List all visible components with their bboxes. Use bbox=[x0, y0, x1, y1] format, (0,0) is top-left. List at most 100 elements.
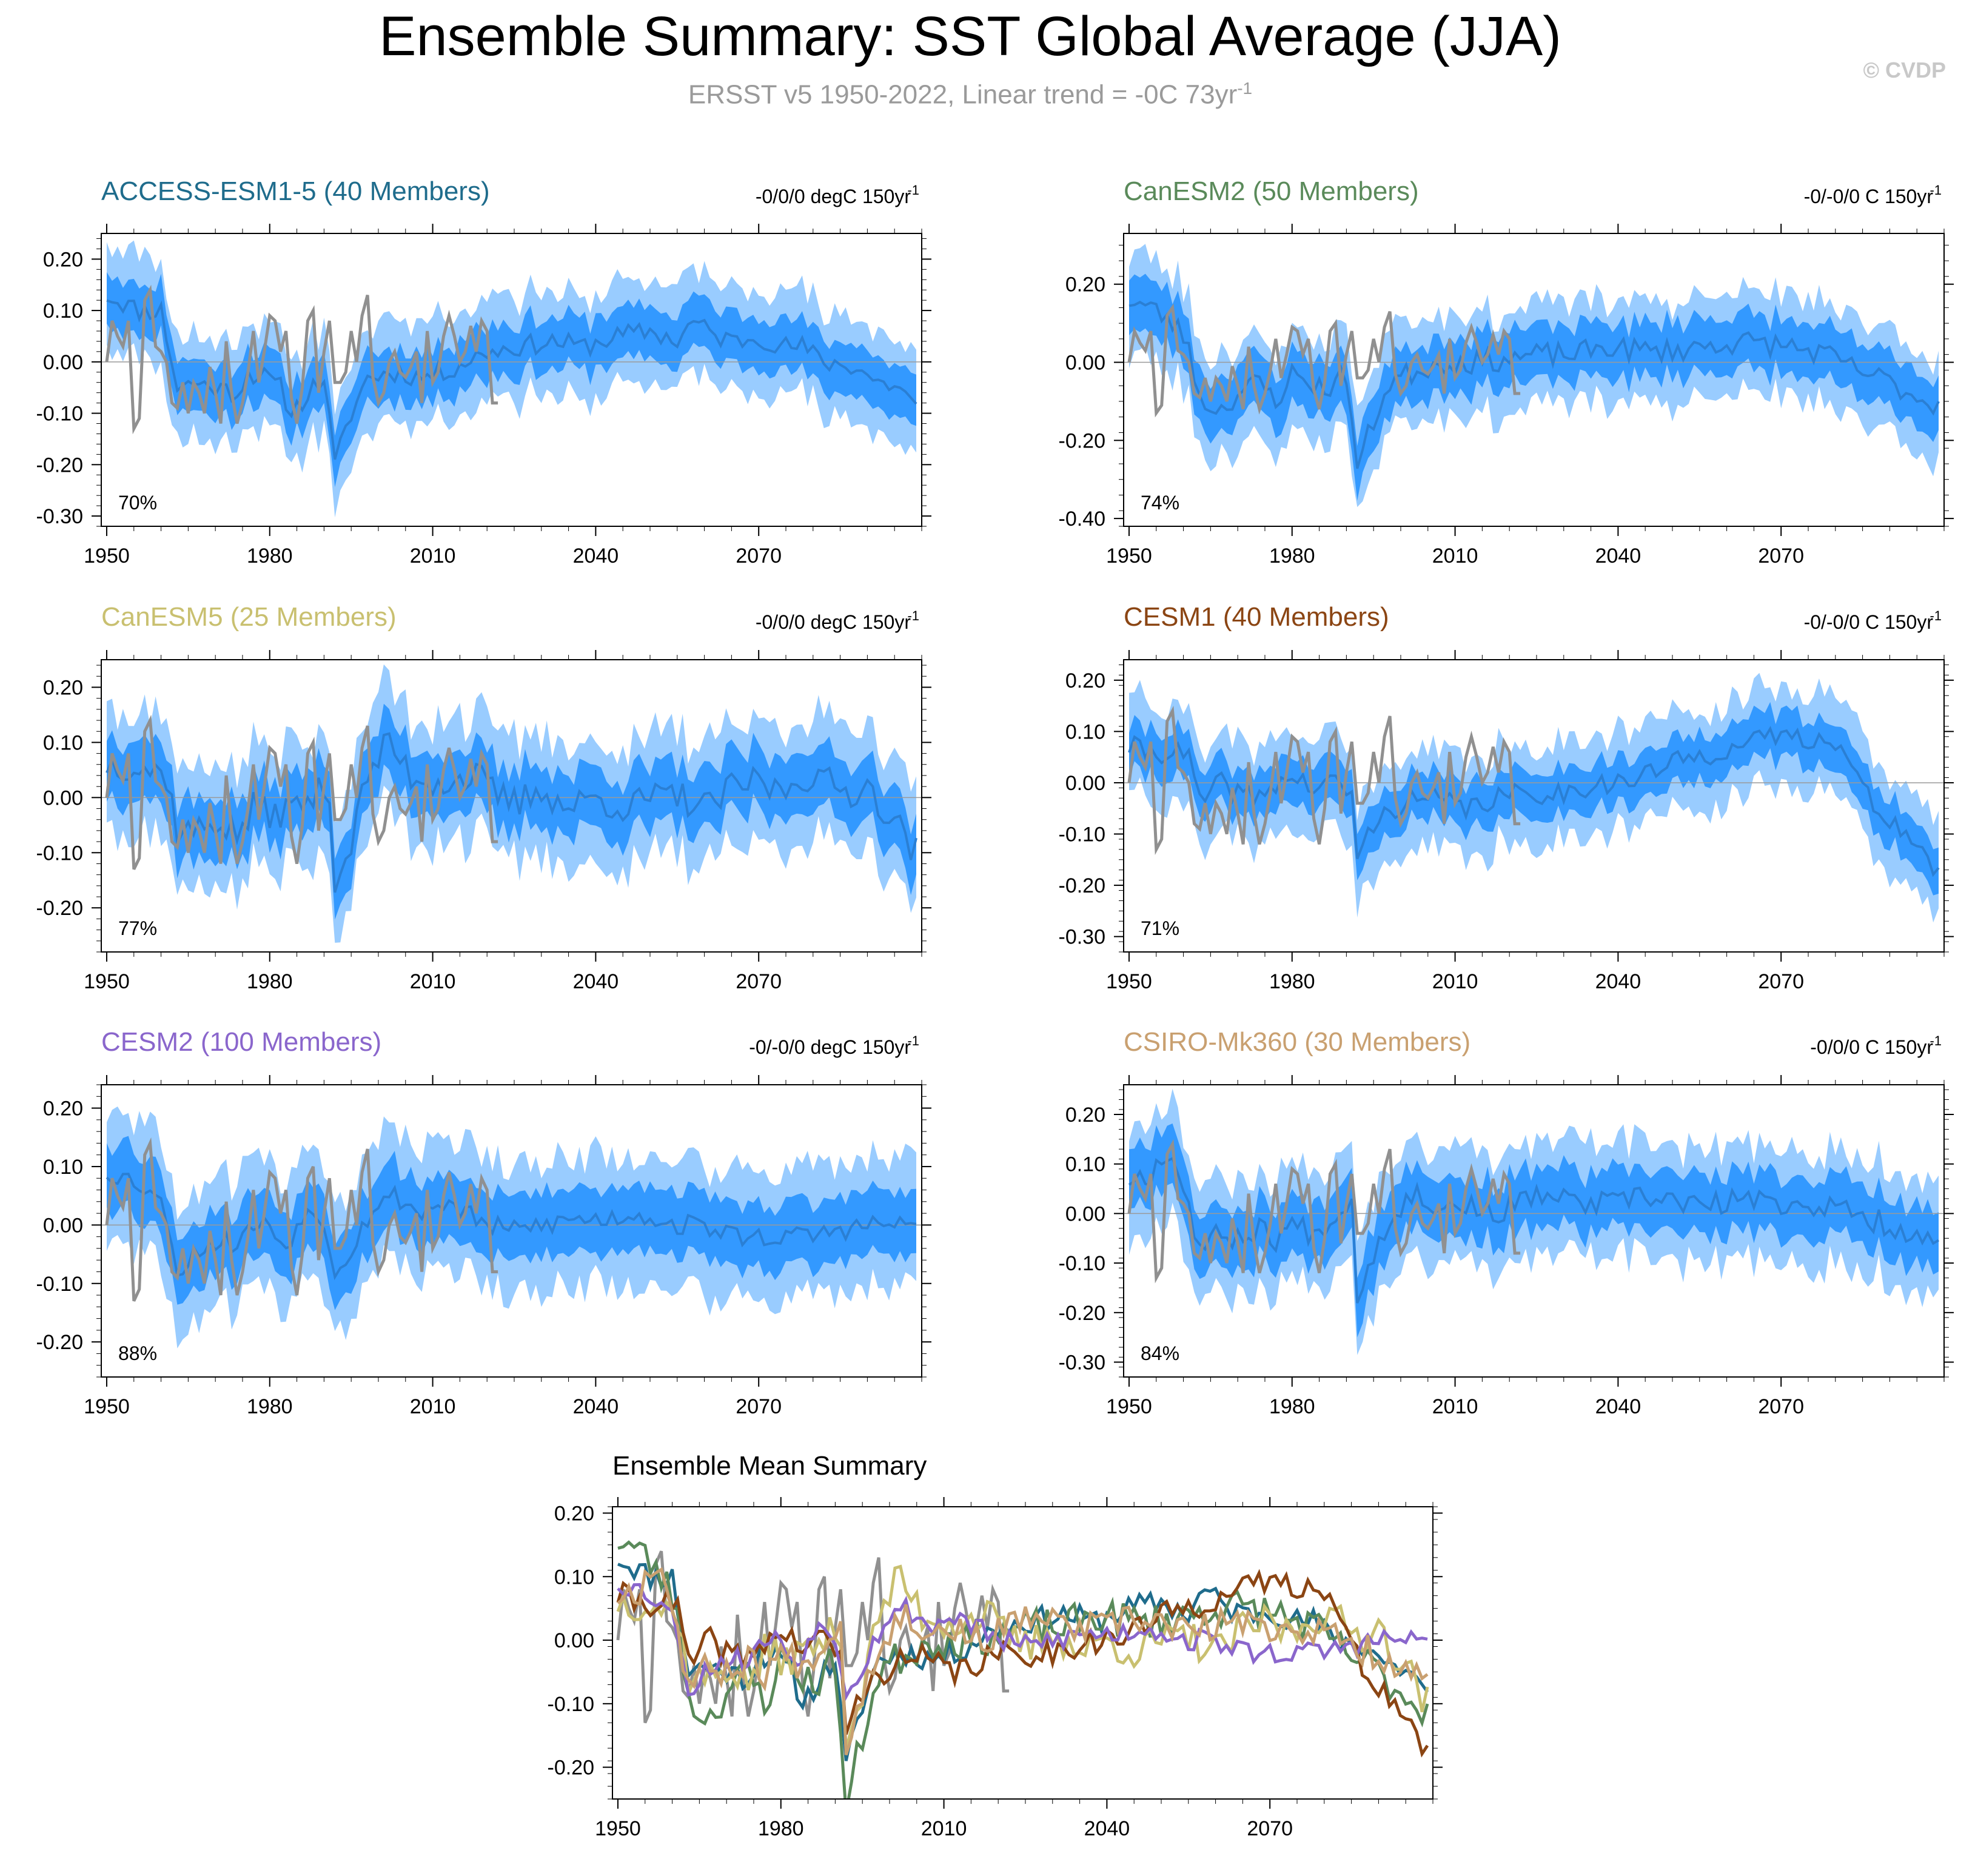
panel-title: CESM1 (40 Members) bbox=[1124, 602, 1389, 632]
x-tick-label: 2070 bbox=[736, 1395, 782, 1418]
panel-title: CanESM5 (25 Members) bbox=[101, 602, 397, 632]
inner-spread-band bbox=[1129, 273, 1939, 501]
x-tick-label: 1950 bbox=[595, 1817, 641, 1840]
y-tick-label: 0.00 bbox=[43, 1214, 83, 1237]
trend-label: -0/0/0 degC 150yr bbox=[756, 186, 911, 207]
summary-line-observations bbox=[616, 1550, 1010, 1724]
y-tick-label: 0.00 bbox=[554, 1629, 594, 1652]
x-tick-label: 2040 bbox=[573, 544, 619, 568]
x-tick-label: 2040 bbox=[1595, 1395, 1641, 1418]
x-tick-label: 2040 bbox=[573, 1395, 619, 1418]
plot-frame bbox=[612, 1506, 1433, 1800]
y-tick-label: -0.10 bbox=[36, 403, 84, 426]
x-tick-label: 2070 bbox=[1247, 1817, 1293, 1840]
y-tick-label: 0.10 bbox=[1065, 1153, 1105, 1176]
observations-line bbox=[1127, 303, 1521, 418]
panel-cesm2: 0.20 0.10 0.00 -0.10 -0.20 1950 1980 2010 2040 20… bbox=[36, 1027, 931, 1418]
x-tick-label: 2010 bbox=[1432, 1395, 1478, 1418]
x-tick-label: 2040 bbox=[1595, 970, 1641, 993]
plot-area bbox=[101, 240, 922, 518]
plot-frame bbox=[101, 659, 922, 953]
plot-frame bbox=[1123, 1084, 1945, 1378]
trend-label: -0/0/0 degC 150yr bbox=[756, 611, 911, 633]
x-tick-label: 2010 bbox=[410, 1395, 456, 1418]
copyright-watermark: © CVDP bbox=[1863, 58, 1946, 82]
ensemble-mean-line bbox=[106, 299, 917, 460]
y-tick-label: -0.40 bbox=[1059, 508, 1106, 531]
panel-title: CSIRO-Mk360 (30 Members) bbox=[1124, 1027, 1470, 1057]
y-tick-label: -0.30 bbox=[1059, 926, 1106, 949]
ensemble-mean-line bbox=[1128, 301, 1940, 469]
y-tick-label: -0.20 bbox=[1059, 1302, 1106, 1325]
x-tick-label: 2010 bbox=[410, 544, 456, 568]
inner-spread-band bbox=[107, 272, 916, 487]
x-tick-label: 1950 bbox=[1106, 970, 1152, 993]
y-tick-label: -0.30 bbox=[1059, 1351, 1106, 1374]
panel-title: CESM2 (100 Members) bbox=[101, 1027, 381, 1057]
y-tick-label: -0.20 bbox=[36, 897, 84, 920]
y-tick-label: -0.20 bbox=[1059, 874, 1106, 897]
inner-spread-band bbox=[107, 703, 916, 920]
y-tick-label: -0.20 bbox=[1059, 429, 1106, 452]
plot-area bbox=[1124, 244, 1944, 508]
observations-line bbox=[105, 714, 498, 870]
trend-label: -0/-0/0 C 150yr bbox=[1804, 611, 1934, 633]
panel-title: CanESM2 (50 Members) bbox=[1124, 176, 1419, 206]
plot-area bbox=[101, 664, 922, 943]
percent-label: 74% bbox=[1141, 492, 1179, 514]
panel-canesm5: 0.20 0.10 0.00 -0.10 -0.20 1950 1980 2010 2040 20… bbox=[36, 602, 931, 993]
summary-line-cesm1 bbox=[616, 1569, 1429, 1758]
y-tick-label: 0.00 bbox=[1065, 772, 1105, 795]
trend-label: -0/-0/0 degC 150yr bbox=[749, 1036, 911, 1058]
x-tick-label: 2040 bbox=[1595, 544, 1641, 568]
percent-label: 71% bbox=[1141, 917, 1179, 939]
percent-label: 70% bbox=[118, 492, 157, 514]
x-tick-label: 1980 bbox=[247, 544, 293, 568]
panel-ensemble-mean-summary: 0.20 0.10 0.00 -0.10 -0.20 1950 1980 2010 2040 20… bbox=[548, 1451, 1443, 1840]
plot-area bbox=[1124, 672, 1944, 923]
trend-superscript: -1 bbox=[907, 183, 919, 198]
y-tick-label: -0.20 bbox=[36, 1331, 84, 1354]
plot-frame bbox=[1123, 659, 1945, 953]
trend-superscript: -1 bbox=[907, 1033, 919, 1048]
x-tick-label: 1950 bbox=[84, 1395, 130, 1418]
x-tick-label: 1980 bbox=[1269, 1395, 1315, 1418]
x-tick-label: 2040 bbox=[1084, 1817, 1130, 1840]
y-tick-label: 0.20 bbox=[1065, 1104, 1105, 1127]
y-tick-label: 0.20 bbox=[554, 1502, 594, 1525]
y-tick-label: -0.10 bbox=[1059, 823, 1106, 846]
x-tick-label: 2070 bbox=[1758, 544, 1804, 568]
trend-superscript: -1 bbox=[1930, 608, 1942, 623]
y-tick-label: 0.10 bbox=[43, 1156, 83, 1179]
subtitle-text: ERSST v5 1950-2022, Linear trend = -0C 7… bbox=[688, 79, 1238, 110]
trend-label: -0/0/0 C 150yr bbox=[1810, 1036, 1933, 1058]
x-tick-label: 2070 bbox=[736, 544, 782, 568]
x-tick-label: 1950 bbox=[1106, 544, 1152, 568]
y-tick-label: 0.10 bbox=[1065, 720, 1105, 743]
x-tick-label: 2010 bbox=[921, 1817, 967, 1840]
ensemble-mean-line bbox=[106, 732, 917, 893]
summary-title: Ensemble Mean Summary bbox=[612, 1451, 927, 1481]
plot-area bbox=[1124, 1088, 1944, 1355]
y-tick-label: 0.20 bbox=[1065, 273, 1105, 296]
y-tick-label: 0.00 bbox=[43, 786, 83, 809]
y-tick-label: -0.10 bbox=[1059, 1252, 1106, 1275]
trend-superscript: -1 bbox=[1930, 1033, 1942, 1048]
y-tick-label: -0.10 bbox=[548, 1693, 595, 1716]
y-tick-label: 0.00 bbox=[1065, 1202, 1105, 1225]
trend-superscript: -1 bbox=[907, 608, 919, 623]
plot-frame bbox=[1123, 233, 1945, 527]
y-tick-label: 0.10 bbox=[43, 731, 83, 754]
plot-frame bbox=[101, 1084, 922, 1378]
y-tick-label: -0.20 bbox=[548, 1757, 595, 1780]
y-tick-label: 0.10 bbox=[554, 1566, 594, 1589]
y-tick-label: 0.20 bbox=[43, 1097, 83, 1121]
x-tick-label: 1980 bbox=[247, 970, 293, 993]
y-tick-label: -0.10 bbox=[36, 842, 84, 865]
y-tick-label: 0.20 bbox=[1065, 669, 1105, 692]
panel-title: ACCESS-ESM1-5 (40 Members) bbox=[101, 176, 490, 206]
x-tick-label: 2010 bbox=[1432, 970, 1478, 993]
observations-line bbox=[105, 284, 498, 435]
